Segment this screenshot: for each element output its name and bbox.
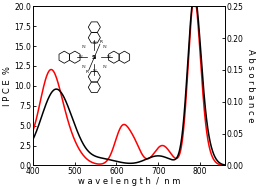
Y-axis label: I P C E  %: I P C E % — [3, 66, 12, 106]
Y-axis label: A b s o r b a n c e: A b s o r b a n c e — [246, 49, 255, 123]
X-axis label: w a v e l e n g t h  /  n m: w a v e l e n g t h / n m — [78, 177, 180, 186]
